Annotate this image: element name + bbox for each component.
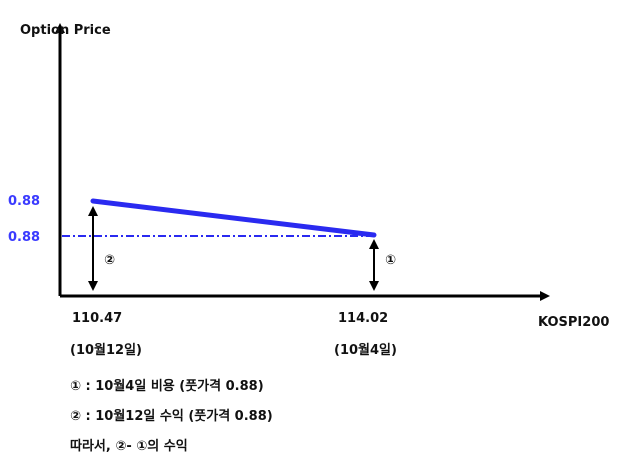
y-tick-label-upper: 0.88	[8, 194, 40, 209]
y-tick-label-lower: 0.88	[8, 230, 40, 245]
y-axis-title: Option Price	[20, 23, 111, 38]
note-item: 따라서, ②- ①의 수익	[70, 439, 188, 454]
note-item: ② : 10월12일 수익 (풋가격 0.88)	[70, 409, 273, 424]
x-date-label-1: (10월12일)	[70, 342, 142, 358]
x-tick-label-2: 114.02	[338, 311, 388, 326]
x-date-label-2: (10월4일)	[334, 342, 397, 358]
note-item: ① : 10월4일 비용 (풋가격 0.88)	[70, 379, 264, 394]
x-axis-title: KOSPI200	[538, 315, 609, 330]
notes-list: ① : 10월4일 비용 (풋가격 0.88) ② : 10월12일 수익 (풋…	[70, 372, 273, 462]
x-tick-label-1: 110.47	[72, 311, 122, 326]
marker-1-label: ①	[385, 253, 396, 268]
marker-2-label: ②	[104, 253, 115, 268]
price-line	[90, 198, 377, 238]
